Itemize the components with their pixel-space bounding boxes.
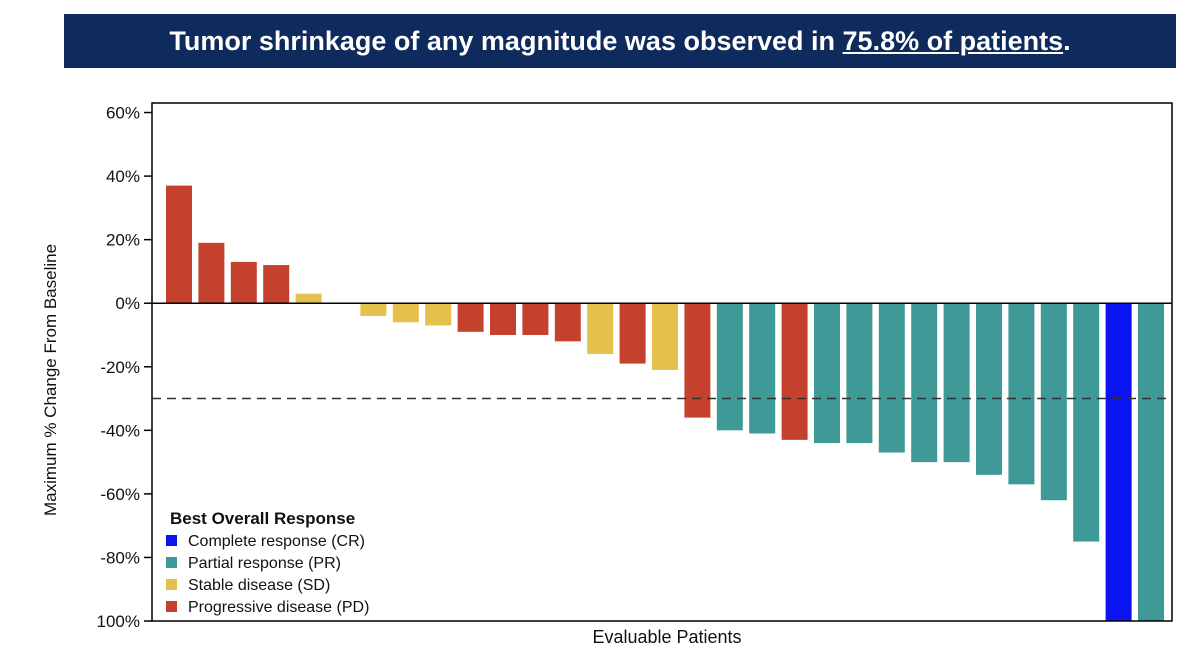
bar-pd bbox=[522, 303, 549, 335]
title-highlight: 75.8% of patients bbox=[842, 26, 1064, 56]
bar-pd bbox=[457, 303, 484, 332]
legend-swatch-pd bbox=[166, 601, 177, 612]
bar-pd bbox=[263, 265, 290, 304]
bar-pr bbox=[1138, 303, 1164, 621]
x-axis-label: Evaluable Patients bbox=[592, 627, 741, 647]
bar-cr bbox=[1105, 303, 1132, 621]
bar-sd bbox=[652, 303, 678, 370]
bar-pr bbox=[1040, 303, 1067, 501]
y-axis: 60% 40% 20% 0% -20% -40% -60% -80% 100% bbox=[97, 104, 152, 631]
bar-pd bbox=[684, 303, 711, 418]
bar-pr bbox=[943, 303, 970, 463]
y-tick-label: 40% bbox=[106, 167, 140, 186]
bar-sd bbox=[360, 303, 387, 316]
bar-pr bbox=[846, 303, 873, 444]
bar-pd bbox=[490, 303, 516, 335]
title-suffix: . bbox=[1063, 26, 1071, 56]
bar-pd bbox=[554, 303, 581, 342]
y-tick-label: 20% bbox=[106, 231, 140, 250]
y-tick-label: -20% bbox=[100, 358, 140, 377]
legend-label-cr: Complete response (CR) bbox=[188, 533, 365, 550]
title-prefix: Tumor shrinkage of any magnitude was obs… bbox=[169, 26, 843, 56]
legend-label-sd: Stable disease (SD) bbox=[188, 577, 330, 594]
y-tick-label: -40% bbox=[100, 421, 140, 440]
legend-swatch-cr bbox=[166, 535, 177, 546]
bar-pd bbox=[166, 185, 192, 304]
bar-sd bbox=[392, 303, 419, 323]
y-tick-label: 0% bbox=[115, 294, 140, 313]
y-tick-label: 60% bbox=[106, 104, 140, 123]
bar-sd bbox=[425, 303, 452, 326]
y-axis-label: Maximum % Change From Baseline bbox=[41, 244, 60, 516]
legend-label-pd: Progressive disease (PD) bbox=[188, 599, 369, 616]
bars-layer bbox=[166, 185, 1164, 621]
bar-pr bbox=[976, 303, 1002, 475]
y-tick-label: 100% bbox=[97, 612, 140, 631]
bar-pr bbox=[878, 303, 905, 453]
legend: Best Overall Response Complete response … bbox=[166, 509, 369, 616]
bar-sd bbox=[295, 293, 322, 304]
title-banner: Tumor shrinkage of any magnitude was obs… bbox=[64, 14, 1176, 68]
y-tick-label: -80% bbox=[100, 548, 140, 567]
bar-pd bbox=[198, 242, 225, 304]
legend-title: Best Overall Response bbox=[170, 509, 355, 528]
bar-pd bbox=[781, 303, 808, 440]
bar-pr bbox=[716, 303, 743, 431]
y-tick-label: -60% bbox=[100, 485, 140, 504]
legend-swatch-sd bbox=[166, 579, 177, 590]
legend-swatch-pr bbox=[166, 557, 177, 568]
bar-pd bbox=[619, 303, 646, 364]
bar-pr bbox=[1073, 303, 1100, 542]
bar-pr bbox=[911, 303, 938, 463]
bar-pd bbox=[230, 261, 257, 304]
bar-pr bbox=[749, 303, 776, 434]
plot-frame bbox=[151, 102, 1173, 622]
legend-label-pr: Partial response (PR) bbox=[188, 555, 341, 572]
bar-pr bbox=[1008, 303, 1035, 485]
bar-sd bbox=[587, 303, 614, 355]
bar-pr bbox=[814, 303, 840, 444]
